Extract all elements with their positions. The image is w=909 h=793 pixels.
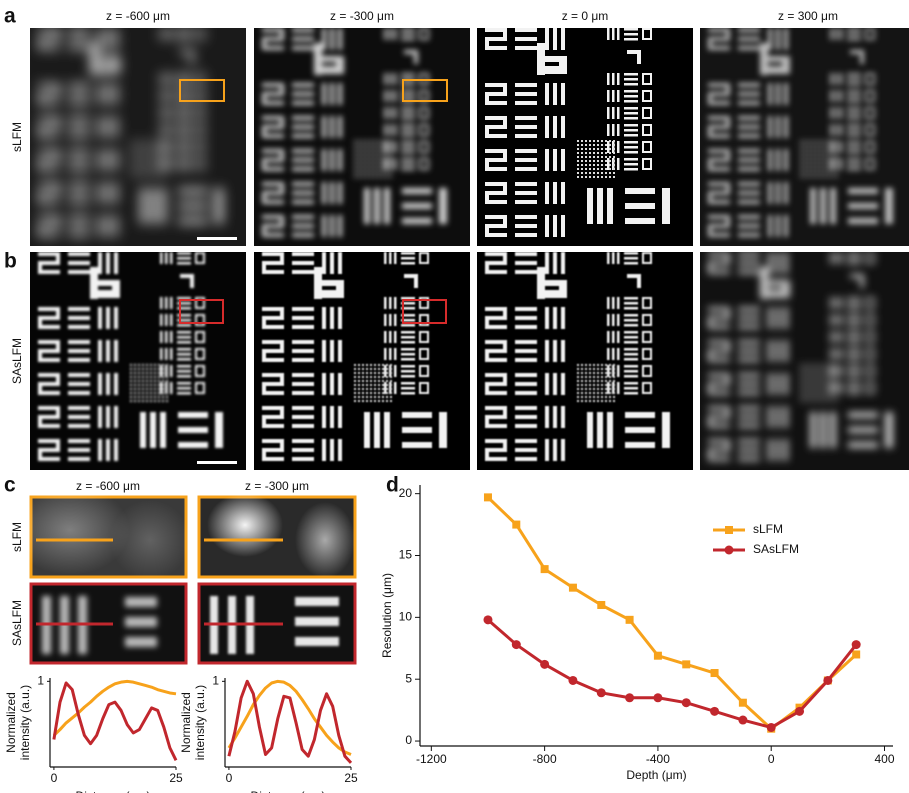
marker: [711, 669, 719, 677]
marker: [682, 660, 690, 668]
x-tick-label: 400: [874, 752, 894, 766]
legend-label: SAsLFM: [753, 542, 799, 556]
x-tick-label: -1200: [416, 752, 447, 766]
x-axis-label: Distance (μm): [251, 789, 326, 793]
y-tick-label: 20: [399, 486, 413, 500]
x-axis-label: Depth (μm): [626, 768, 686, 782]
series-line: [54, 683, 176, 760]
row-label: SAsLFM: [10, 600, 24, 646]
marker: [569, 584, 577, 592]
marker: [852, 650, 860, 658]
y-axis-label: Normalized: [179, 692, 193, 753]
marker: [739, 699, 747, 707]
row-label: SAsLFM: [10, 338, 24, 384]
column-label: z = 300 μm: [778, 9, 838, 23]
y-axis-label: intensity (a.u.): [193, 685, 207, 760]
figure: a b c d z = -600 μm z = -300 μm z = 0 μm…: [0, 0, 909, 793]
column-label: z = -300 μm: [330, 9, 394, 23]
marker: [597, 601, 605, 609]
marker: [626, 616, 634, 624]
column-label: z = -300 μm: [245, 479, 309, 493]
marker: [541, 565, 549, 573]
marker: [654, 652, 662, 660]
x-tick-label: -800: [533, 752, 557, 766]
marker: [710, 707, 719, 716]
y-tick-label: 15: [399, 548, 413, 562]
x-tick-label: 25: [169, 771, 183, 785]
y-tick-label: 5: [405, 671, 412, 685]
image-grid-a: [30, 28, 909, 246]
y-tick-label: 1: [212, 673, 219, 687]
series-line: [229, 681, 351, 763]
marker: [852, 640, 861, 649]
x-tick-label: 0: [226, 771, 233, 785]
legend-label: sLFM: [753, 522, 783, 536]
marker: [540, 660, 549, 669]
legend-marker: [725, 526, 733, 534]
y-tick-label: 1: [37, 673, 44, 687]
marker: [597, 688, 606, 697]
row-label: sLFM: [10, 122, 24, 152]
image-grid-b: [30, 252, 909, 470]
marker: [653, 693, 662, 702]
marker: [512, 521, 520, 529]
marker: [767, 723, 776, 732]
panel-label: a: [4, 5, 16, 28]
y-axis-label: Resolution (μm): [380, 573, 394, 658]
marker: [823, 676, 832, 685]
x-tick-label: -400: [646, 752, 670, 766]
marker: [484, 493, 492, 501]
column-label: z = -600 μm: [106, 9, 170, 23]
marker: [512, 640, 521, 649]
column-label: z = 0 μm: [562, 9, 609, 23]
y-tick-label: 0: [405, 733, 412, 747]
x-axis-label: Distance (μm): [76, 789, 151, 793]
y-tick-label: 10: [399, 610, 413, 624]
y-axis-label: intensity (a.u.): [18, 685, 32, 760]
panel-label: b: [4, 250, 17, 273]
marker: [483, 615, 492, 624]
y-axis-label: Normalized: [4, 692, 18, 753]
series-line: [229, 681, 351, 754]
legend-marker: [725, 546, 734, 555]
x-tick-label: 0: [51, 771, 58, 785]
panel-label: d: [386, 474, 399, 497]
marker: [625, 693, 634, 702]
column-label: z = -600 μm: [76, 479, 140, 493]
marker: [795, 707, 804, 716]
row-label: sLFM: [10, 522, 24, 552]
x-tick-label: 0: [768, 752, 775, 766]
marker: [568, 676, 577, 685]
panel-label: c: [4, 474, 16, 497]
marker: [738, 716, 747, 725]
zoom-images: [10, 485, 355, 663]
series-line: [488, 497, 856, 728]
marker: [682, 698, 691, 707]
x-tick-label: 25: [344, 771, 358, 785]
